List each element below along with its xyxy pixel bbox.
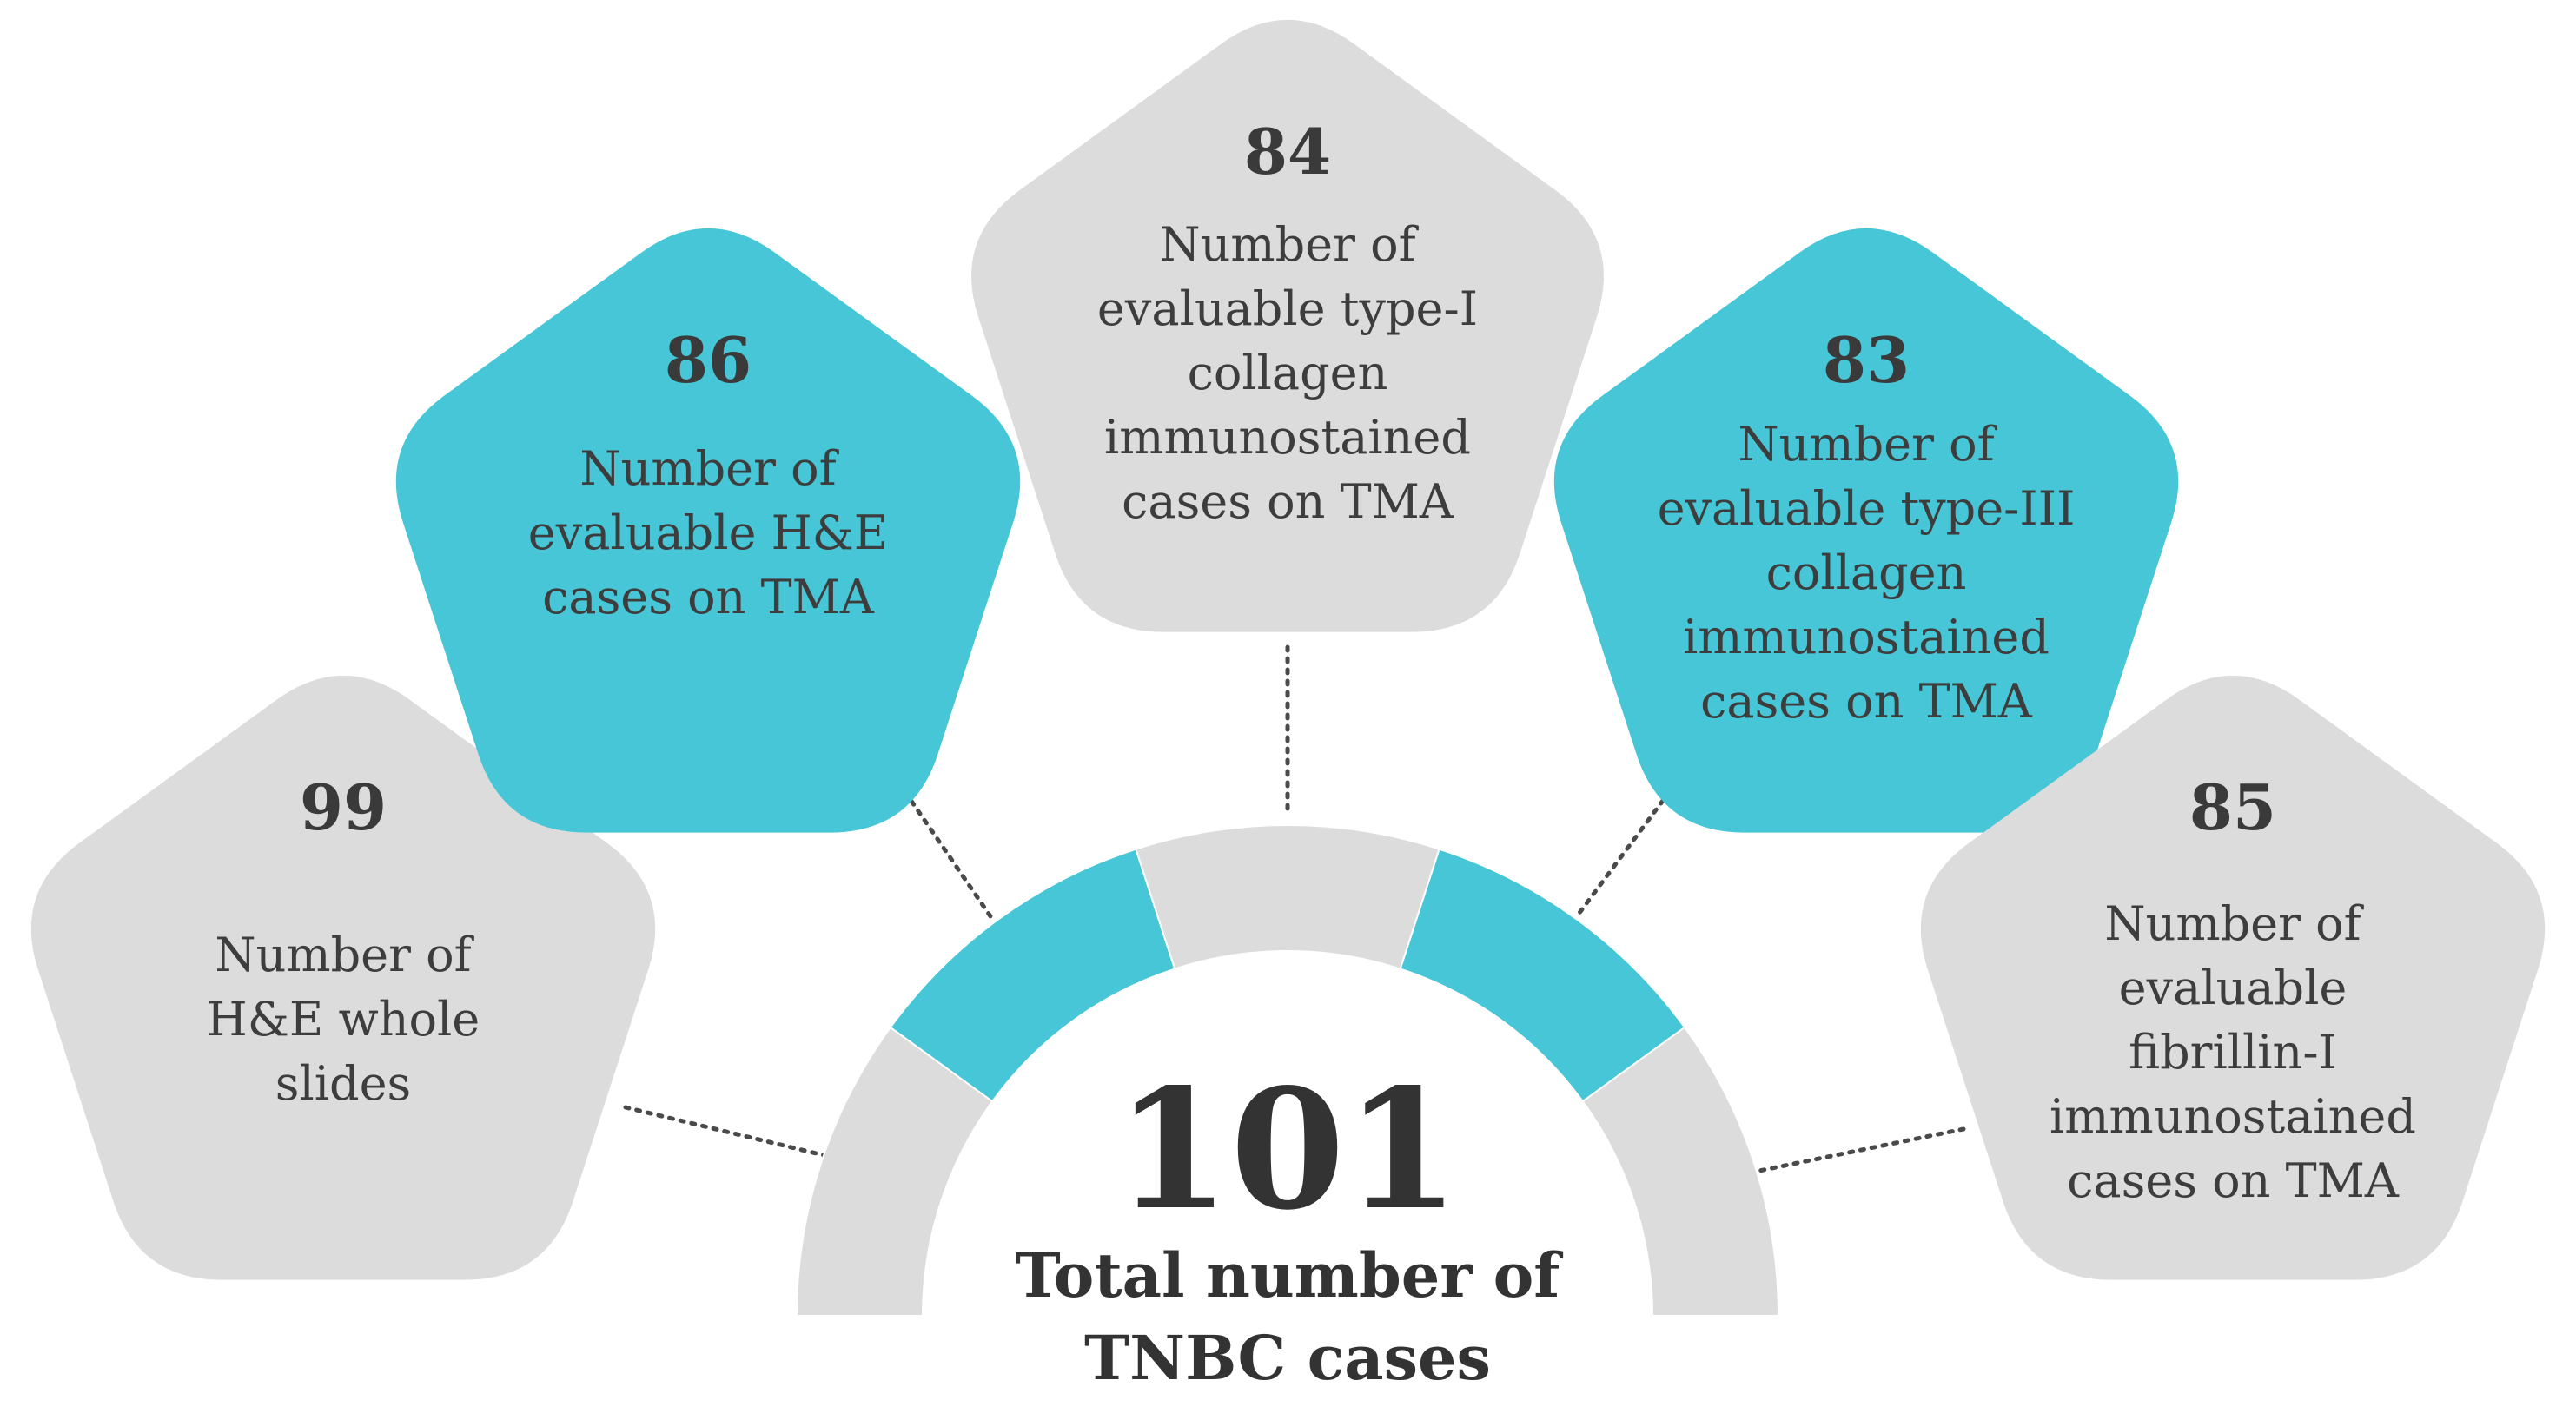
node-fibrillin-label-line-1: Number of: [2104, 896, 2364, 951]
node-type3-collagen-value: 83: [1823, 323, 1910, 397]
node-type1-collagen-label-line-4: immunostained: [1104, 410, 1471, 465]
total-label-line-1: Total number of: [1016, 1239, 1564, 1311]
node-type3-collagen-label-line-3: collagen: [1766, 545, 1967, 600]
node-type3-collagen-label-line-1: Number of: [1738, 417, 1997, 472]
node-he-tma-label-line-1: Number of: [579, 441, 839, 496]
connector-line-4: [1574, 762, 1692, 919]
node-type1-collagen-label-line-2: evaluable type-I: [1097, 281, 1478, 336]
node-fibrillin: 85 Number of evaluable fibrillin-I immunosta…: [1920, 675, 2546, 1280]
node-type3-collagen-shape: [1553, 228, 2179, 833]
node-fibrillin-label-line-5: cases on TMA: [2067, 1153, 2400, 1208]
node-type1-collagen-label-line-3: collagen: [1188, 346, 1388, 400]
node-whole-slides-value: 99: [300, 770, 387, 844]
node-whole-slides-label-line-1: Number of: [215, 928, 474, 982]
total-arc: [795, 824, 1780, 1317]
node-type3-collagen-label-line-4: immunostained: [1683, 610, 2050, 664]
node-type1-collagen-shape: [971, 19, 1604, 632]
node-type1-collagen-label-line-1: Number of: [1159, 217, 1419, 272]
node-type3-collagen-label-line-5: cases on TMA: [1700, 674, 2033, 729]
connector-lines: [623, 644, 1966, 1175]
node-fibrillin-label-line-3: fibrillin-I: [2129, 1025, 2337, 1080]
node-whole-slides-label-line-3: slides: [275, 1056, 412, 1111]
connector-line-2: [884, 762, 993, 919]
node-type1-collagen-value: 84: [1244, 115, 1331, 188]
total-value: 101: [1116, 1053, 1460, 1246]
node-fibrillin-label-line-4: immunostained: [2050, 1089, 2416, 1144]
node-type3-collagen-label-line-2: evaluable type-III: [1658, 481, 2076, 536]
connector-line-1: [623, 1105, 826, 1158]
node-he-tma-label-line-3: cases on TMA: [542, 570, 875, 624]
arc-segment-3: [1135, 824, 1440, 970]
connector-line-5: [1748, 1126, 1966, 1175]
node-pentagons: 99 Number of H&E whole slides 86 Number of eva…: [30, 19, 2546, 1280]
node-whole-slides-label-line-2: H&E whole: [207, 992, 480, 1047]
node-fibrillin-value: 85: [2189, 770, 2276, 844]
node-fibrillin-shape: [1920, 675, 2546, 1280]
node-type1-collagen: 84 Number of evaluable type-I collagen immun…: [971, 19, 1604, 632]
total-label-line-2: TNBC cases: [1084, 1322, 1491, 1394]
node-he-tma: 86 Number of evaluable H&E cases on TMA: [395, 228, 1021, 833]
node-whole-slides-shape: [30, 675, 656, 1280]
node-he-tma-label-line-2: evaluable H&E: [528, 505, 888, 560]
node-he-tma-shape: [395, 228, 1021, 833]
node-whole-slides: 99 Number of H&E whole slides: [30, 675, 656, 1280]
node-he-tma-value: 86: [665, 323, 752, 397]
node-fibrillin-label-line-2: evaluable: [2119, 961, 2348, 1015]
arc-segment-5: [1581, 1026, 1780, 1317]
node-type1-collagen-label-line-5: cases on TMA: [1122, 474, 1454, 529]
node-type3-collagen: 83 Number of evaluable type-III collagen imm…: [1553, 228, 2179, 833]
